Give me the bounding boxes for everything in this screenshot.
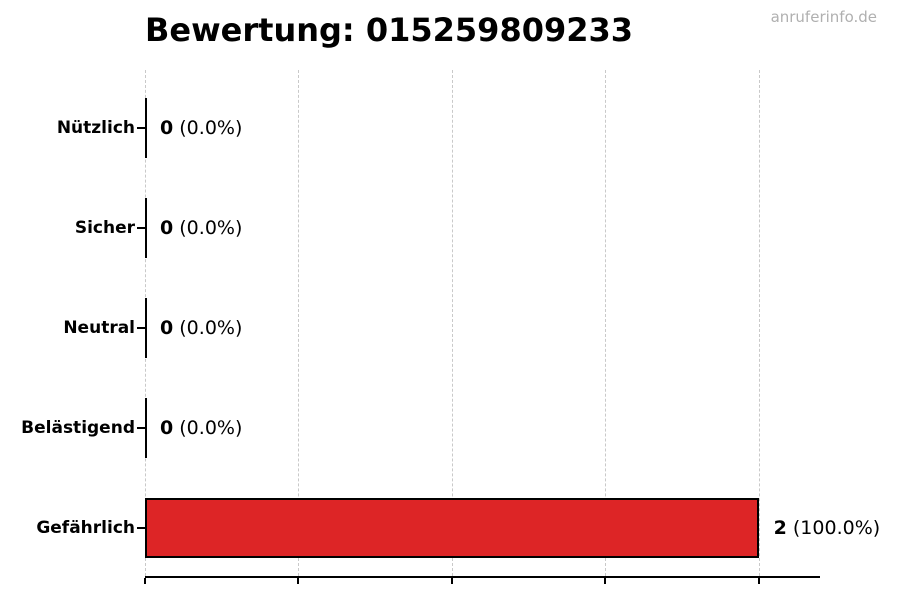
bar-value-percent: (100.0%)	[786, 517, 881, 539]
bar-value-count: 0	[160, 417, 174, 439]
x-axis-tick	[144, 578, 146, 584]
bar-value-percent: (0.0%)	[173, 217, 243, 239]
bar-value-count: 2	[773, 517, 787, 539]
bar-belästigend	[145, 398, 147, 458]
category-label-belaestigend: Belästigend	[21, 418, 135, 438]
bar-value-label: 0 (0.0%)	[160, 417, 242, 439]
y-axis-tick	[137, 527, 145, 529]
y-axis-tick	[137, 127, 145, 129]
bar-nützlich	[145, 98, 147, 158]
bar-value-count: 0	[160, 317, 174, 339]
bar-sicher	[145, 198, 147, 258]
bar-value-percent: (0.0%)	[173, 417, 243, 439]
bar-value-count: 0	[160, 217, 174, 239]
bar-neutral	[145, 298, 147, 358]
bar-value-percent: (0.0%)	[173, 317, 243, 339]
gridline	[758, 70, 760, 576]
watermark: anruferinfo.de	[770, 8, 877, 26]
x-axis-tick	[450, 578, 453, 584]
bar-value-label: 0 (0.0%)	[160, 217, 242, 239]
category-label-nuetzlich: Nützlich	[56, 118, 135, 138]
gridline	[605, 70, 607, 576]
y-axis-tick	[137, 327, 145, 329]
x-axis-tick	[297, 578, 300, 584]
y-axis-tick	[137, 427, 145, 429]
bar-value-label: 0 (0.0%)	[160, 117, 242, 139]
y-axis-tick	[137, 227, 145, 229]
gridline	[298, 70, 300, 576]
plot-area	[144, 70, 820, 584]
x-axis-tick	[757, 578, 760, 584]
bar-value-label: 0 (0.0%)	[160, 317, 242, 339]
category-label-sicher: Sicher	[74, 218, 135, 238]
bar-value-count: 0	[160, 117, 174, 139]
category-label-neutral: Neutral	[63, 318, 135, 338]
bar-gefährlich	[145, 498, 759, 558]
bar-value-percent: (0.0%)	[173, 117, 243, 139]
bar-value-label: 2 (100.0%)	[774, 517, 881, 539]
gridline	[451, 70, 453, 576]
x-axis-tick	[604, 578, 607, 584]
category-label-gefaehrlich: Gefährlich	[36, 518, 135, 538]
chart-title: Bewertung: 015259809233	[145, 11, 634, 49]
